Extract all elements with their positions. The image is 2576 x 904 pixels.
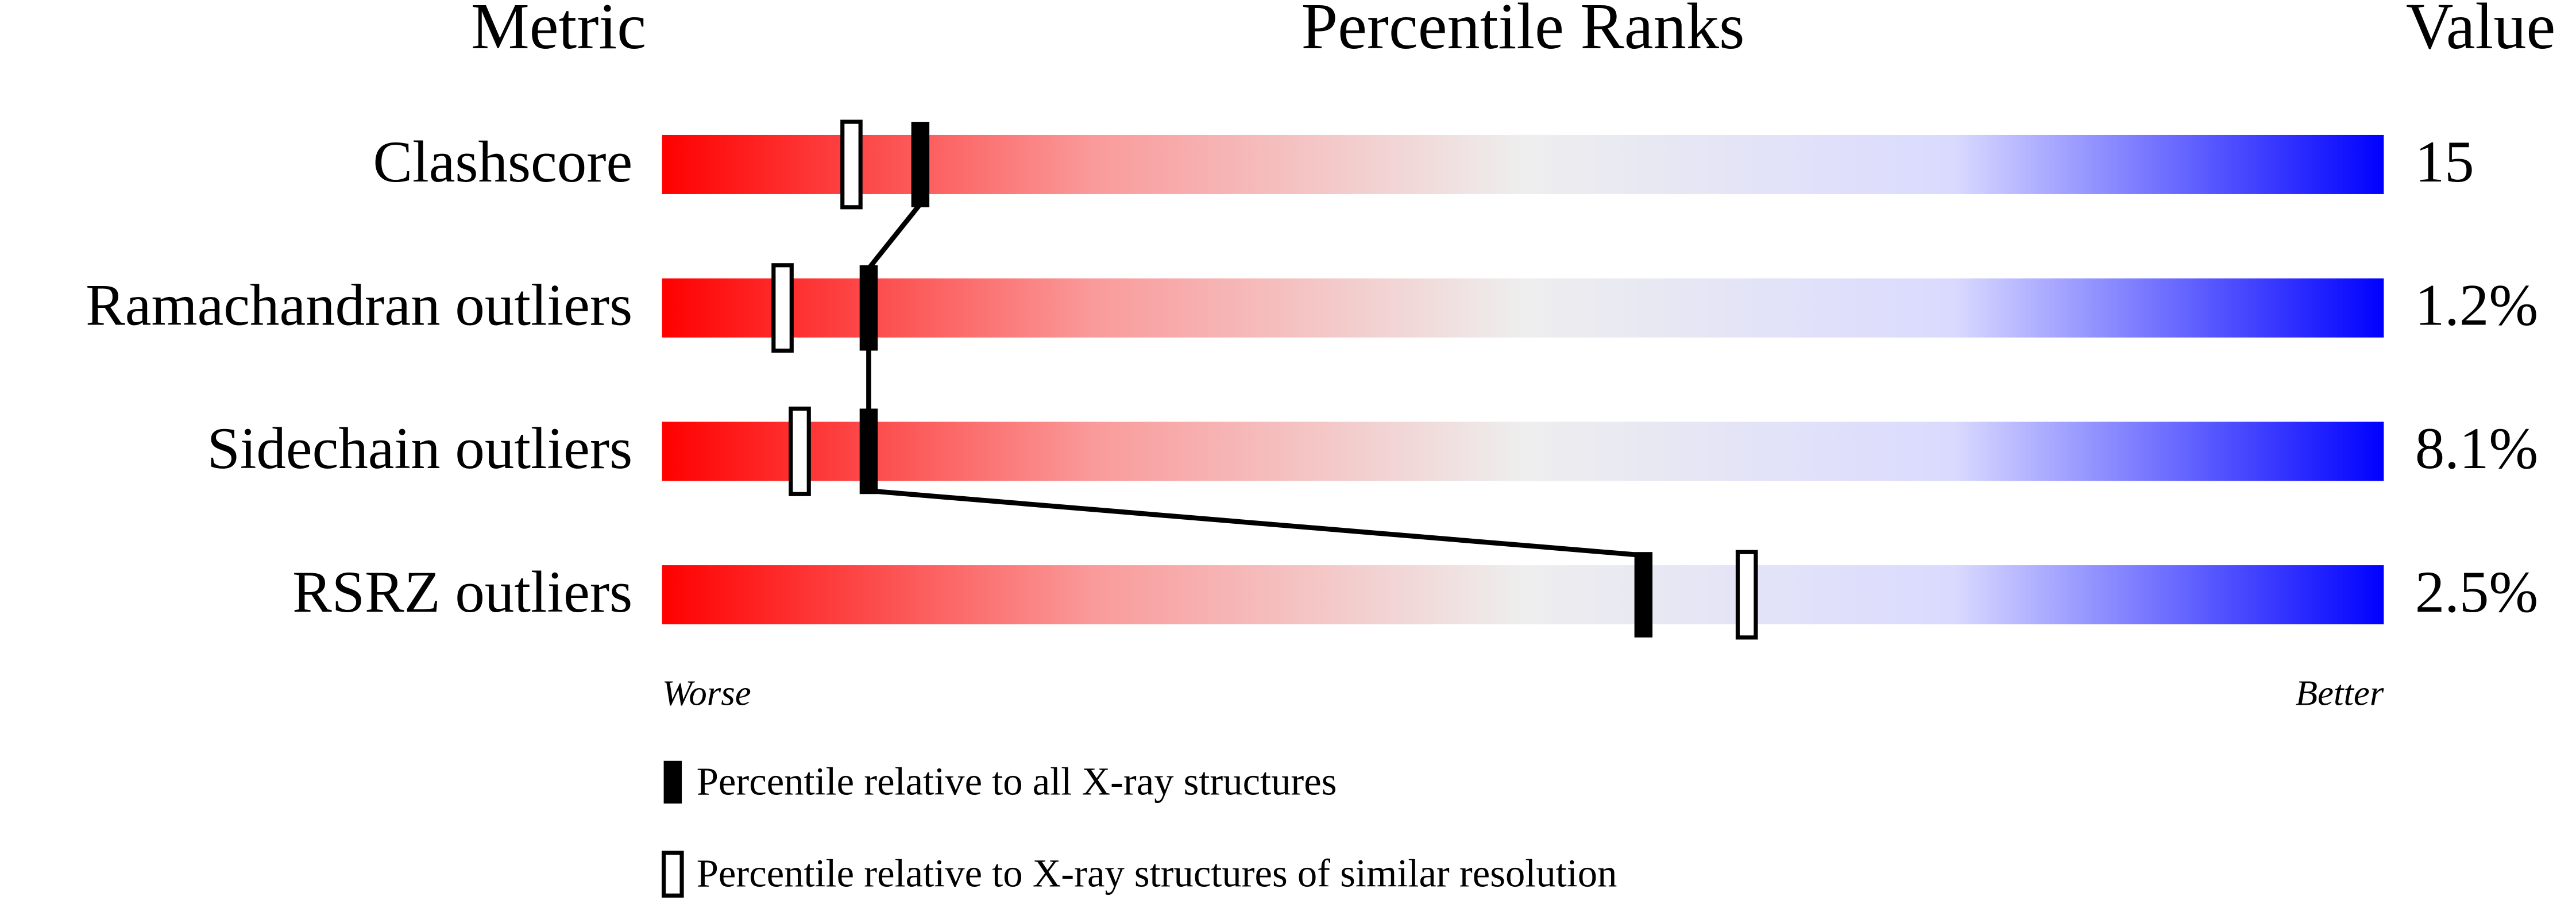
legend-label: Percentile relative to all X-ray structu… [697, 759, 1337, 803]
slider-bar [662, 278, 2384, 338]
value-label: 2.5% [2415, 559, 2539, 625]
value-header: Value [2406, 0, 2556, 63]
slider-bar [662, 565, 2384, 625]
value-label: 1.2% [2415, 272, 2539, 338]
open-marker [840, 119, 863, 210]
metric-header: Metric [471, 0, 646, 63]
metric-label: RSRZ outliers [292, 559, 632, 625]
connector [868, 488, 1644, 558]
filled-marker [911, 122, 930, 207]
slider-bar [662, 134, 2384, 194]
value-label: 15 [2415, 129, 2474, 195]
open-marker [789, 406, 811, 496]
metric-label: Sidechain outliers [207, 416, 633, 481]
value-label: 8.1% [2415, 416, 2539, 481]
open-marker [771, 263, 794, 353]
legend-swatch [661, 851, 684, 898]
worse-label: Worse [662, 673, 751, 713]
legend-swatch [663, 760, 682, 804]
better-label: Better [2296, 673, 2384, 713]
ranks-header: Percentile Ranks [1301, 0, 1745, 63]
filled-marker [1634, 552, 1653, 638]
metric-label: Ramachandran outliers [86, 272, 632, 338]
filled-marker [859, 408, 878, 495]
legend-label: Percentile relative to X-ray structures … [697, 852, 1617, 895]
slider-bar [662, 422, 2384, 481]
open-marker [1735, 550, 1758, 640]
filled-marker [859, 265, 878, 351]
connector [867, 202, 922, 271]
metric-label: Clashscore [373, 129, 632, 195]
